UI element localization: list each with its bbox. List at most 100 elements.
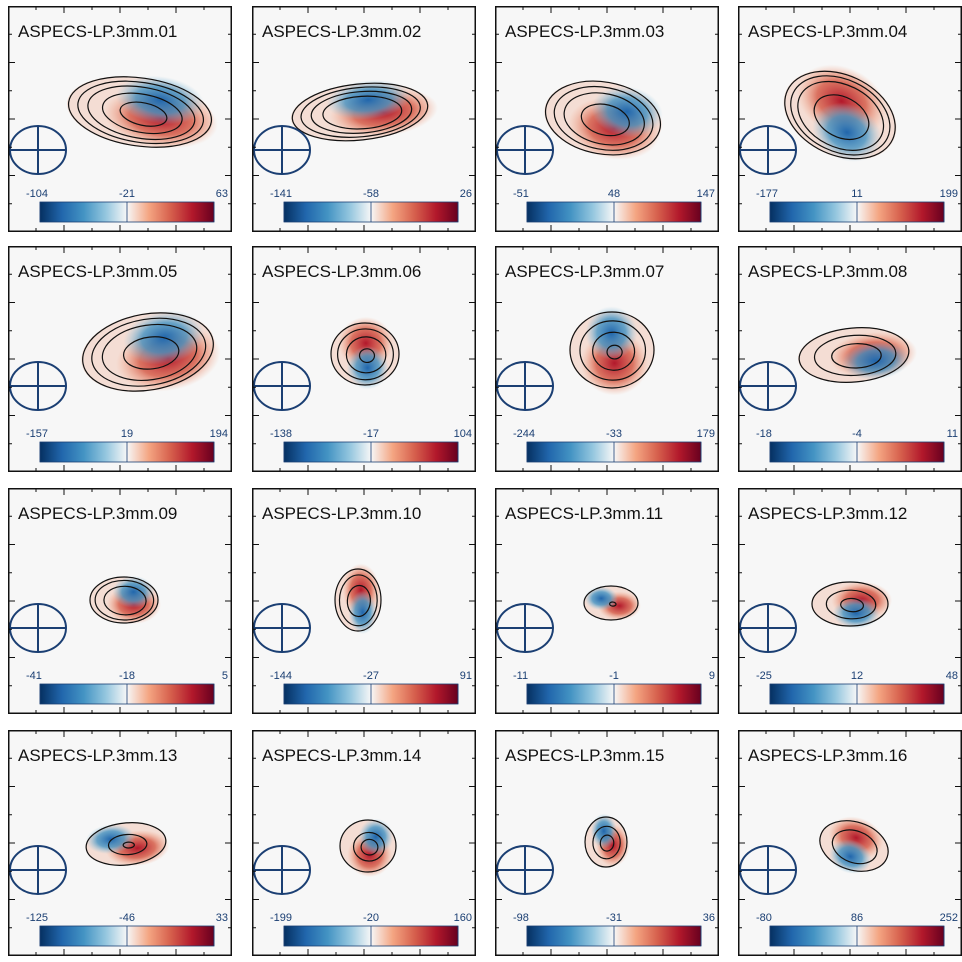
axis-ticks <box>738 488 962 714</box>
flux-contour <box>337 328 394 381</box>
blueshift-lobe <box>841 341 910 380</box>
beam-ellipse <box>9 361 67 411</box>
velocity-field <box>496 306 655 411</box>
map-panel: ASPECS-LP.3mm.09 -41 -18 5 <box>8 488 232 714</box>
colorbar-tick-label: -4 <box>852 428 862 440</box>
velocity-field <box>253 316 400 411</box>
flux-contour <box>784 70 896 160</box>
flux-contour <box>592 331 636 371</box>
map-panel: ASPECS-LP.3mm.16 -80 86 252 <box>738 730 962 956</box>
colorbar-tick-label: 9 <box>709 670 715 682</box>
flux-contour <box>330 322 400 386</box>
blueshift-lobe <box>358 818 394 856</box>
colorbar-tick-label: 63 <box>216 188 228 200</box>
panel-title: ASPECS-LP.3mm.15 <box>505 746 664 765</box>
flux-contour <box>813 94 870 141</box>
velocity-field <box>739 816 889 895</box>
flux-contour <box>87 85 196 141</box>
beam-ellipse <box>739 603 797 653</box>
beam-ellipse <box>9 845 67 895</box>
map-panel: ASPECS-LP.3mm.04 -177 11 199 <box>738 6 962 232</box>
panel-title: ASPECS-LP.3mm.11 <box>505 504 663 523</box>
colorbar-tick-label: -98 <box>513 912 529 924</box>
velocity-field <box>739 327 918 411</box>
panel-title: ASPECS-LP.3mm.05 <box>18 262 177 281</box>
axis-ticks <box>252 488 476 714</box>
map-panel: ASPECS-LP.3mm.11 -11 -1 9 <box>495 488 719 714</box>
map-panel: ASPECS-LP.3mm.01 -104 -21 63 <box>8 6 232 232</box>
flux-contour <box>840 597 865 613</box>
flux-contour <box>797 80 885 151</box>
beam-ellipse <box>739 845 797 895</box>
velocity-field <box>9 575 162 653</box>
flux-contour <box>346 584 371 618</box>
map-panel: ASPECS-LP.3mm.12 -25 12 48 <box>738 488 962 714</box>
flux-contour <box>599 834 615 852</box>
flux-contour <box>345 336 387 374</box>
flux-contour <box>122 336 180 370</box>
axis-ticks <box>495 488 719 714</box>
flux-contour <box>819 820 889 872</box>
map-panel: ASPECS-LP.3mm.15 -98 -31 36 <box>495 730 719 956</box>
map-panel: ASPECS-LP.3mm.14 -199 -20 160 <box>252 730 476 956</box>
map-panel: ASPECS-LP.3mm.10 -144 -27 91 <box>252 488 476 714</box>
panel-title: ASPECS-LP.3mm.02 <box>262 22 421 41</box>
axis-ticks <box>738 730 962 956</box>
flux-contour <box>334 568 382 632</box>
flux-contour <box>583 585 639 621</box>
flux-contour <box>592 825 621 860</box>
colorbar-tick-label: -41 <box>26 670 42 682</box>
flux-contour <box>358 348 376 364</box>
blueshift-lobe <box>585 306 638 360</box>
blueshift-lobe <box>829 839 872 874</box>
axis-ticks <box>8 488 232 714</box>
axis-ticks <box>8 730 232 956</box>
colorbar-tick-label: -25 <box>756 670 772 682</box>
colorbar-tick-label: -157 <box>26 428 48 440</box>
flux-contour <box>338 574 378 627</box>
flux-contour <box>352 831 385 862</box>
colorbar-tick-label: -58 <box>363 188 379 200</box>
axis-ticks <box>252 6 476 232</box>
colorbar-tick-label: -138 <box>270 428 292 440</box>
colorbar-tick-label: -21 <box>119 188 135 200</box>
colorbar-tick-label: -27 <box>363 670 379 682</box>
colorbar-tick-label: 252 <box>940 912 958 924</box>
map-panel: ASPECS-LP.3mm.06 -138 -17 104 <box>252 246 476 472</box>
colorbar-tick-label: 33 <box>216 912 228 924</box>
axis-ticks <box>252 730 476 956</box>
flux-contour <box>831 829 878 865</box>
flux-contour <box>584 816 628 868</box>
blueshift-lobe <box>85 824 136 854</box>
flux-contour <box>310 90 413 134</box>
flux-contour <box>101 92 183 135</box>
blueshift-lobe <box>584 586 619 611</box>
flux-contour <box>825 589 877 620</box>
axis-ticks <box>252 246 476 472</box>
colorbar-tick-label: -18 <box>756 428 772 440</box>
beam-ellipse <box>496 603 554 653</box>
flux-contour <box>103 585 147 616</box>
blueshift-lobe <box>832 597 880 629</box>
colorbar-tick-label: 11 <box>947 428 958 440</box>
colorbar-tick-label: 194 <box>210 428 228 440</box>
flux-contour <box>67 76 213 148</box>
flux-contour <box>82 312 214 392</box>
panel-title: ASPECS-LP.3mm.07 <box>505 262 664 281</box>
panel-title: ASPECS-LP.3mm.04 <box>748 22 907 41</box>
flux-contour <box>300 86 421 138</box>
colorbar-tick-label: 48 <box>608 188 620 200</box>
colorbar-tick-label: 12 <box>851 670 863 682</box>
velocity-field <box>253 818 397 895</box>
blueshift-lobe <box>348 590 377 635</box>
beam-ellipse <box>739 361 797 411</box>
flux-contour <box>122 841 135 849</box>
axis-ticks <box>8 6 232 232</box>
colorbar-tick-label: -199 <box>270 912 292 924</box>
velocity-field <box>9 310 221 411</box>
velocity-field <box>9 75 218 175</box>
colorbar-tick-label: 36 <box>703 912 715 924</box>
colorbar-tick-label: -141 <box>270 188 292 200</box>
colorbar-tick-label: 5 <box>222 670 228 682</box>
